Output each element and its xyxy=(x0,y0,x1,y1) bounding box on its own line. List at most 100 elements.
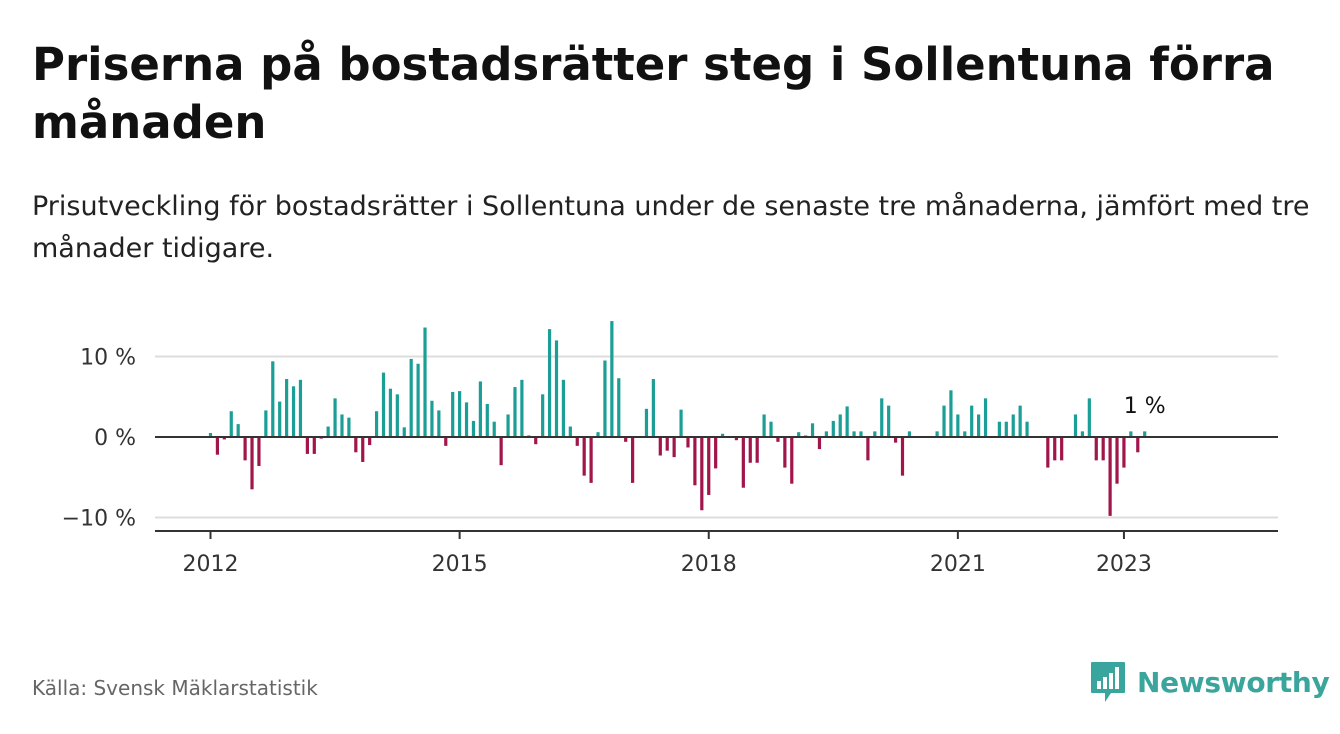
x-tick-label: 2023 xyxy=(1096,552,1152,577)
data-bar xyxy=(817,437,822,450)
data-bar xyxy=(686,437,690,448)
data-bar xyxy=(451,391,455,437)
data-bar xyxy=(810,423,815,437)
data-bar xyxy=(1046,437,1050,468)
data-bar xyxy=(880,398,884,437)
data-bar xyxy=(845,406,849,437)
data-bar xyxy=(347,417,351,437)
data-bar xyxy=(312,437,316,454)
data-bar xyxy=(769,421,773,437)
last-value-label: 1 % xyxy=(1124,394,1166,419)
data-bar xyxy=(1011,414,1015,437)
data-bar xyxy=(603,360,607,437)
data-bar xyxy=(797,432,801,437)
data-bar xyxy=(499,437,503,466)
data-bar xyxy=(707,437,711,495)
chart-title: Priserna på bostadsrätter steg i Sollent… xyxy=(32,38,1275,149)
data-bar xyxy=(963,431,967,437)
data-bar xyxy=(1108,437,1112,516)
data-bar xyxy=(956,414,960,437)
data-bar xyxy=(1087,398,1091,437)
data-bar xyxy=(970,405,974,437)
data-bar xyxy=(257,437,261,466)
data-bar xyxy=(568,426,572,437)
data-bar xyxy=(1129,431,1133,437)
data-bar xyxy=(942,405,946,437)
brand-logo: Newsworthy xyxy=(1089,660,1330,704)
data-bar xyxy=(430,400,434,437)
data-bar xyxy=(900,437,905,476)
data-bar xyxy=(534,437,538,445)
data-bar xyxy=(547,329,552,437)
data-bar xyxy=(478,381,482,437)
data-bar xyxy=(1053,437,1057,461)
data-bar xyxy=(1073,414,1078,437)
data-bar xyxy=(893,437,898,443)
data-bar xyxy=(278,401,282,437)
data-bar xyxy=(983,398,988,437)
data-bar xyxy=(665,437,669,451)
data-bar xyxy=(997,421,1001,437)
data-bar xyxy=(264,410,268,437)
data-bar xyxy=(250,437,254,490)
data-bar xyxy=(693,437,697,486)
data-bar xyxy=(374,411,379,437)
data-bar xyxy=(949,390,953,437)
data-bar xyxy=(1018,405,1022,437)
data-bar xyxy=(596,432,600,437)
data-bar xyxy=(762,414,766,437)
bar-chart-speech-bubble-icon xyxy=(1091,662,1125,702)
data-bar xyxy=(734,437,739,441)
data-bar xyxy=(859,431,863,437)
data-bar xyxy=(271,361,275,437)
data-bar xyxy=(388,388,393,437)
data-bar xyxy=(561,379,566,437)
data-bar xyxy=(866,437,870,461)
data-bar xyxy=(1115,437,1119,484)
data-bar xyxy=(824,431,828,437)
data-bar xyxy=(506,414,510,437)
data-bar xyxy=(492,421,496,437)
data-bar xyxy=(790,437,794,484)
data-bar xyxy=(458,391,462,437)
data-bar xyxy=(700,437,704,511)
data-bar xyxy=(444,437,448,446)
data-bar xyxy=(1101,437,1105,461)
data-bar xyxy=(1060,437,1064,461)
data-bar xyxy=(520,379,524,437)
x-tick-label: 2021 xyxy=(930,552,986,577)
data-bar xyxy=(575,437,579,446)
y-tick-label: 0 % xyxy=(94,426,136,451)
data-bar xyxy=(464,402,469,437)
data-bar xyxy=(416,363,420,437)
data-bar xyxy=(437,410,441,437)
x-tick-label: 2015 xyxy=(432,552,488,577)
data-bar xyxy=(381,372,386,437)
data-bar xyxy=(423,327,427,437)
data-bar xyxy=(589,437,593,483)
data-bar xyxy=(208,432,213,437)
data-bar xyxy=(1122,437,1126,468)
data-bar xyxy=(838,414,842,437)
data-bar xyxy=(582,437,586,476)
data-bar xyxy=(852,431,856,437)
x-tick-label: 2018 xyxy=(681,552,737,577)
data-bar xyxy=(783,437,787,468)
y-tick-label: −10 % xyxy=(62,507,136,532)
data-bar xyxy=(554,340,559,437)
data-bar xyxy=(236,424,240,437)
data-bar xyxy=(720,433,725,437)
data-bar xyxy=(624,437,628,442)
data-bar xyxy=(610,321,614,437)
data-bar xyxy=(658,437,662,456)
data-bar xyxy=(1004,421,1008,437)
data-bar xyxy=(776,437,780,442)
data-bar xyxy=(471,420,476,437)
data-bar xyxy=(755,437,759,463)
x-tick-label: 2012 xyxy=(183,552,239,577)
data-bar xyxy=(243,437,247,461)
data-bar xyxy=(887,405,891,437)
data-bar xyxy=(361,437,365,462)
y-tick-label: 10 % xyxy=(80,346,136,371)
data-bar xyxy=(748,437,752,463)
